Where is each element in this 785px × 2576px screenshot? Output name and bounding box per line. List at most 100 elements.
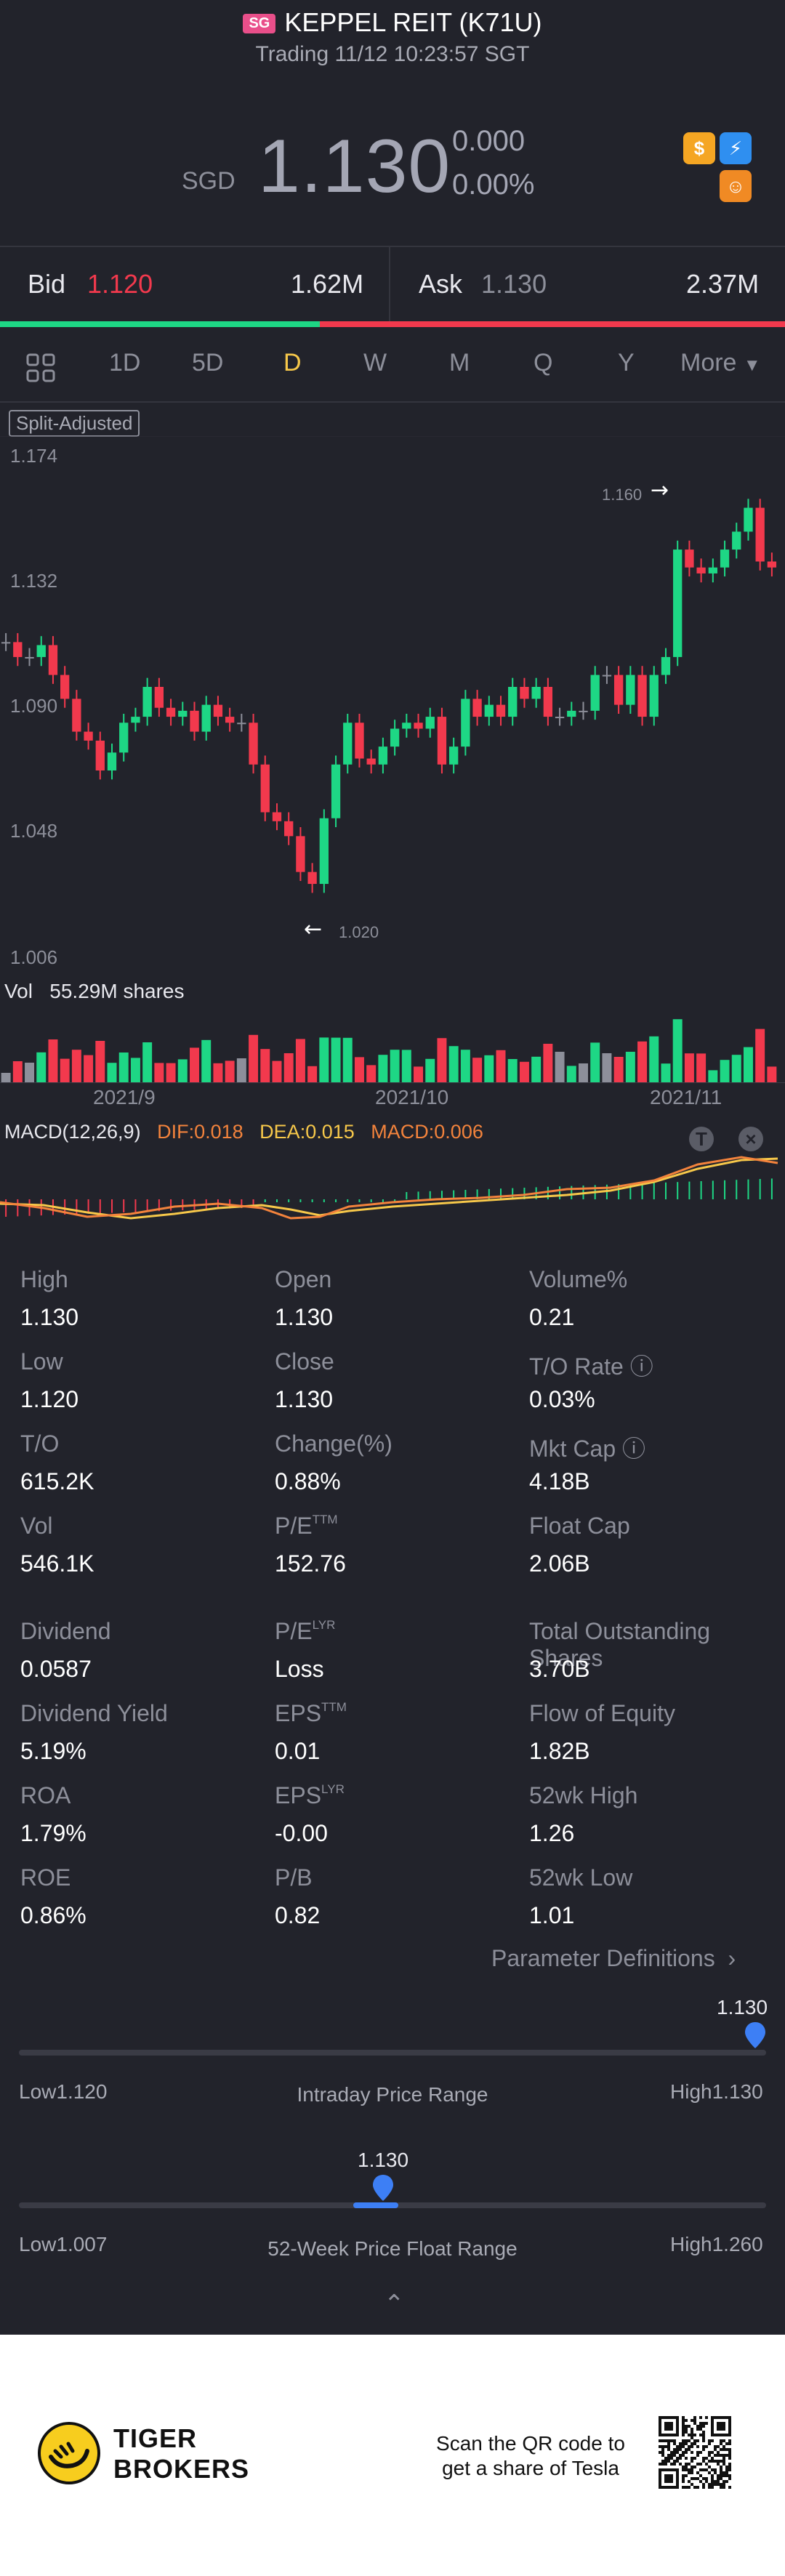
candle-body [13,642,23,657]
volume-bar [342,1037,353,1083]
volume-bar [696,1053,706,1083]
candle-body [249,723,258,765]
close-icon[interactable]: × [738,1127,763,1151]
volume-bar [378,1055,388,1083]
stat-label: EPSTTM [275,1700,347,1726]
stat-label: High [20,1266,68,1292]
stat-value: 1.26 [529,1820,575,1846]
candle-body [637,675,647,717]
candle-body [402,723,411,729]
tab-m[interactable]: M [449,349,470,377]
stat-label: Dividend [20,1618,111,1644]
volume-bar [190,1047,199,1083]
macd-chart[interactable] [0,1156,785,1243]
volume-bar [743,1047,753,1083]
stock-name: KEPPEL REIT (K71U) [284,7,542,37]
ask-label: Ask [419,269,463,299]
capital-icon[interactable]: ☺ [720,170,752,202]
week52-current-label: 1.130 [358,2149,409,2171]
chart-layout-icon[interactable] [26,353,55,382]
volume-bar [448,1046,459,1083]
tab-d[interactable]: D [283,349,302,377]
info-icon[interactable]: ⓘ [623,1353,653,1380]
stat-label: Close [275,1348,334,1374]
candle-body [520,687,529,699]
stat-value: 0.82 [275,1902,321,1928]
macd-dif: DIF:0.018 [157,1121,243,1143]
stat-value: 1.79% [20,1820,86,1846]
macd-legend: MACD(12,26,9) DIF:0.018 DEA:0.015 MACD:0… [4,1121,483,1143]
split-adjusted-badge[interactable]: Split-Adjusted [9,410,140,437]
tab-q[interactable]: Q [534,349,553,377]
week52-fill [353,2202,398,2208]
candle-body [48,645,58,675]
tab-5d[interactable]: 5D [192,349,224,377]
stat-value: 1.82B [529,1738,590,1764]
stat-value: 5.19% [20,1738,86,1764]
bid-volume-bar [0,321,320,327]
candle-body [366,758,376,765]
volume-chart[interactable] [0,1003,785,1083]
tab-w[interactable]: W [363,349,387,377]
volume-bar [331,1037,341,1083]
stat-label: EPSLYR [275,1782,345,1808]
volume-bar [613,1057,624,1083]
candle-body [414,723,423,729]
tab-y[interactable]: Y [618,349,635,377]
candle-body [696,567,706,573]
volume-bar [590,1042,600,1083]
indicator-settings-icon[interactable]: T [689,1127,714,1151]
volume-bar [319,1037,329,1083]
volume-bar [142,1042,153,1083]
volume-bar [602,1053,612,1083]
dollar-badge-icon[interactable]: $ [683,132,715,164]
candles [1,499,777,893]
candle-body [626,675,635,705]
candle-body [720,550,730,568]
svg-text:→: → [651,478,669,503]
stat-label: P/B [275,1864,313,1891]
stat-value: 1.130 [275,1386,334,1412]
volume-bar [84,1055,94,1083]
intraday-high: High1.130 [670,2080,763,2103]
info-icon[interactable]: ⓘ [616,1436,646,1462]
parameter-definitions-link[interactable]: Parameter Definitions › [491,1945,736,1972]
macd-dea: DEA:0.015 [259,1121,355,1143]
macd-title: MACD(12,26,9) [4,1121,141,1143]
candle-body [25,656,34,659]
candle-body [331,764,341,818]
last-price: 1.130 [258,124,451,209]
lightning-icon[interactable]: ⚡ [720,132,752,164]
tab-1d[interactable]: 1D [109,349,141,377]
candle-body [425,717,435,729]
candle-body [1,642,11,644]
volume-bar [213,1063,223,1083]
tab-more[interactable]: More ▼ [680,349,761,377]
y-tick: 1.174 [10,445,58,467]
stat-value: 0.03% [529,1386,595,1412]
volume-bar [507,1059,518,1083]
y-tick: 1.048 [10,820,58,842]
svg-text:←: ← [304,917,322,942]
volume-bar [36,1052,47,1083]
stat-label: P/ELYR [275,1618,336,1644]
candle-body [472,699,482,717]
stat-value: 2.06B [529,1550,590,1577]
candle-body [661,656,671,675]
stat-value: 3.70B [529,1656,590,1682]
stat-label: Dividend Yield [20,1700,168,1726]
stat-label: 52wk High [529,1782,638,1808]
stat-label: Float Cap [529,1513,630,1539]
volume-bar [496,1050,506,1083]
volume-bar [225,1060,235,1083]
candlestick-chart[interactable]: 1.160 → ← 1.020 [0,436,785,967]
chevron-up-icon[interactable]: ⌃ [384,2290,405,2318]
candle-body [708,567,717,573]
candle-body [36,645,46,657]
stat-label: T/O Rate ⓘ [529,1353,653,1380]
candle-body [190,710,199,732]
volume-bar [283,1053,294,1083]
volume-bar [25,1063,35,1083]
tiger-logo-icon [38,2422,100,2484]
qr-code-icon[interactable] [659,2416,731,2489]
